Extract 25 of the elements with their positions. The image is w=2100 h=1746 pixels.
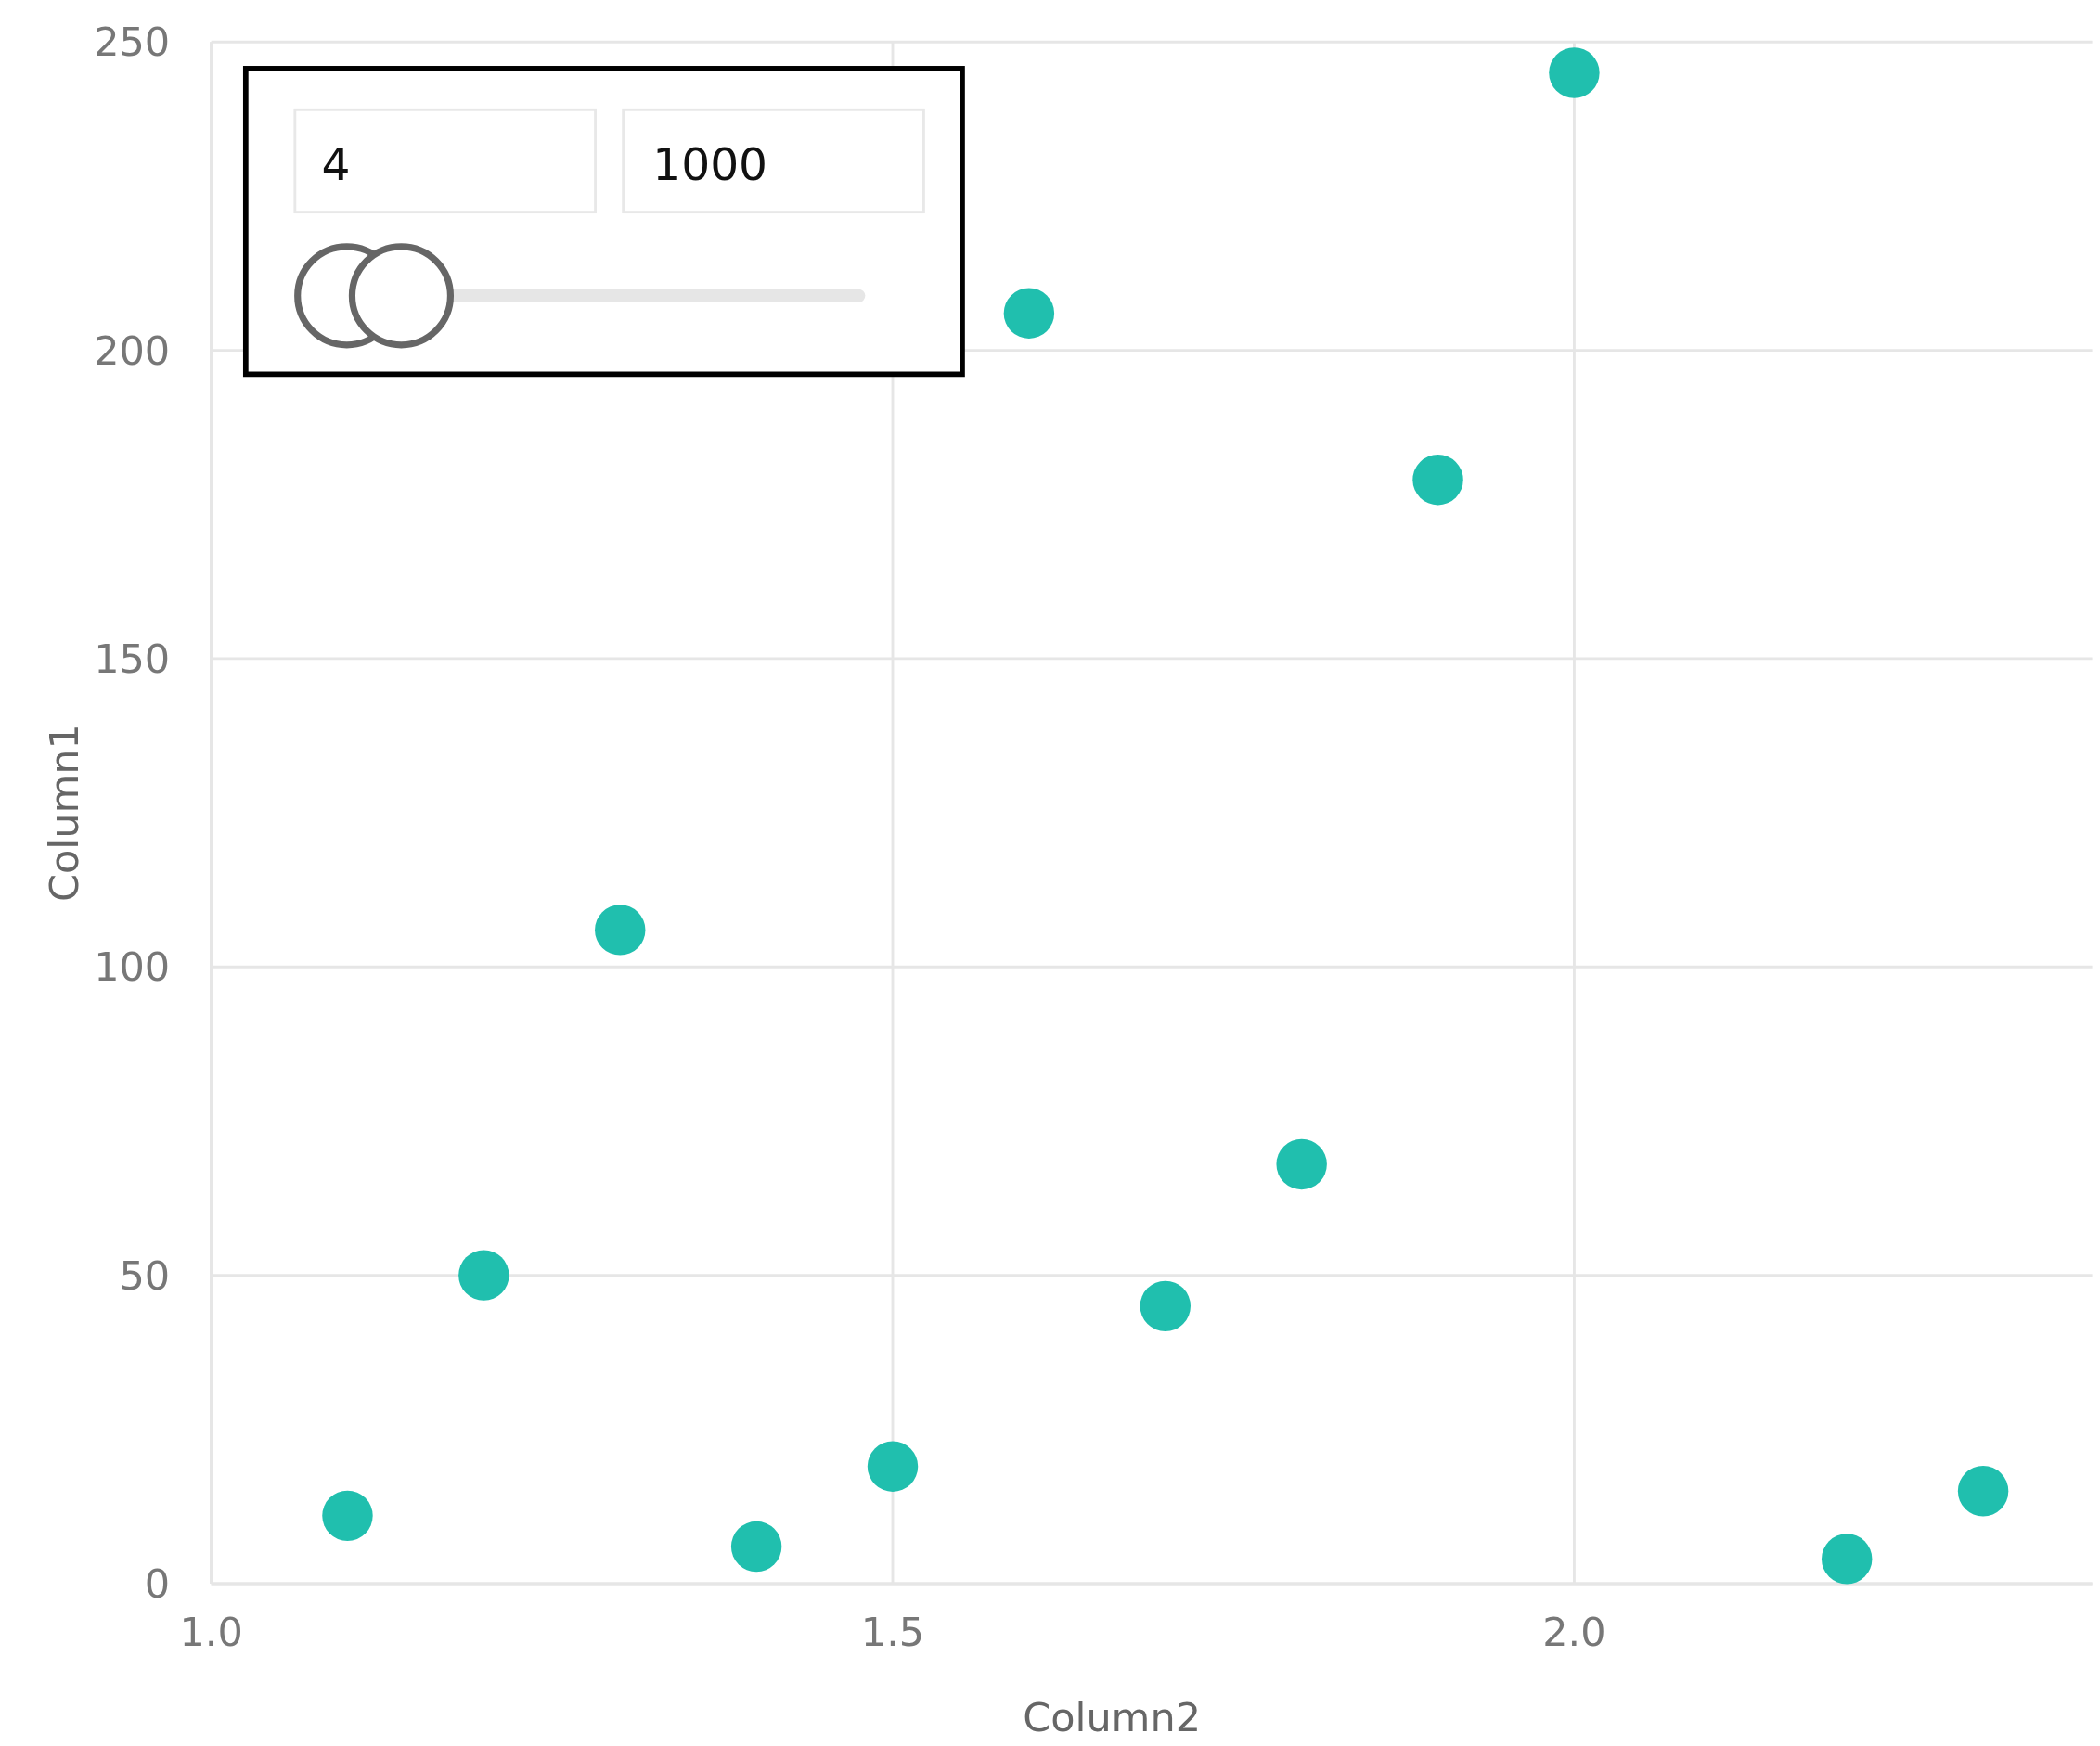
y-tick-label: 250 bbox=[94, 19, 171, 66]
point bbox=[322, 1490, 373, 1542]
annotation: 1000 bbox=[652, 138, 768, 191]
y-tick-label: 150 bbox=[94, 635, 171, 682]
x-axis-title: Column2 bbox=[1023, 1693, 1202, 1740]
point bbox=[730, 1521, 782, 1573]
point bbox=[1140, 1280, 1191, 1332]
y-tick-label: 100 bbox=[94, 944, 171, 991]
point bbox=[595, 905, 646, 956]
point bbox=[1412, 454, 1463, 506]
y-axis-title: Column1 bbox=[41, 724, 88, 903]
y-tick-label: 0 bbox=[144, 1560, 171, 1607]
point bbox=[1276, 1138, 1327, 1190]
x-tick-label: 2.0 bbox=[1542, 1609, 1606, 1656]
point bbox=[1549, 47, 1600, 98]
point bbox=[1957, 1466, 2009, 1517]
x-tick-label: 1.5 bbox=[860, 1609, 925, 1656]
annotation: 4 bbox=[321, 138, 351, 191]
x-tick-label: 1.0 bbox=[179, 1609, 243, 1656]
point bbox=[1821, 1534, 1873, 1585]
y-tick-label: 200 bbox=[94, 327, 171, 374]
point bbox=[867, 1441, 919, 1492]
point bbox=[458, 1250, 509, 1301]
point bbox=[1003, 288, 1055, 339]
y-tick-label: 50 bbox=[119, 1252, 171, 1299]
